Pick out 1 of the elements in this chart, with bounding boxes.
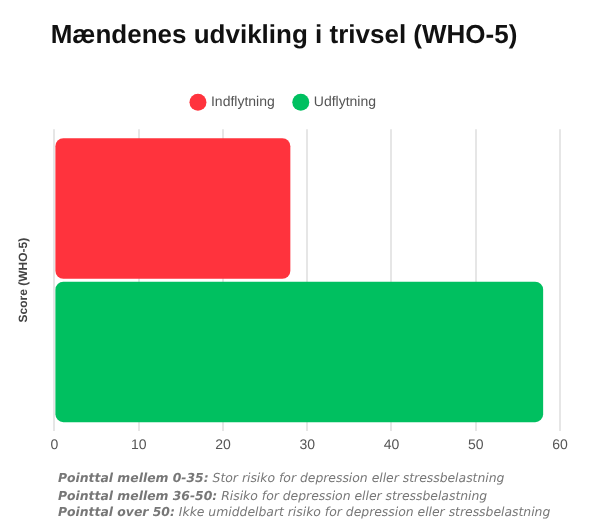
chart-title: Mændenes udvikling i trivsel (WHO-5): [50, 18, 518, 49]
